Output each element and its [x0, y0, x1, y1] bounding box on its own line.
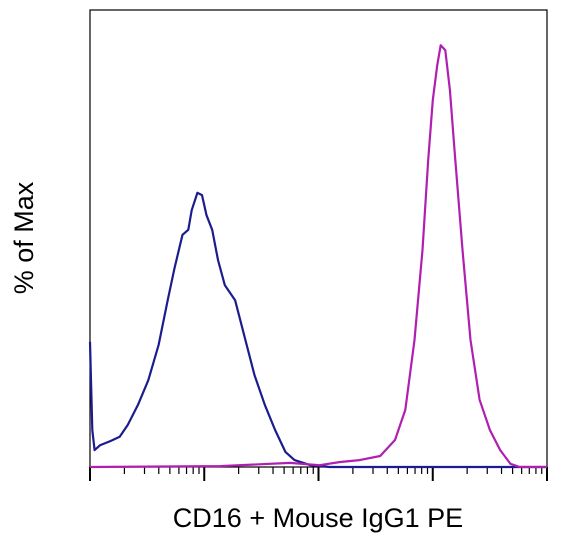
x-axis-label: CD16 + Mouse IgG1 PE [173, 503, 463, 533]
histogram-line [88, 191, 547, 469]
histogram-line [89, 44, 547, 469]
y-axis-label: % of Max [9, 181, 39, 294]
